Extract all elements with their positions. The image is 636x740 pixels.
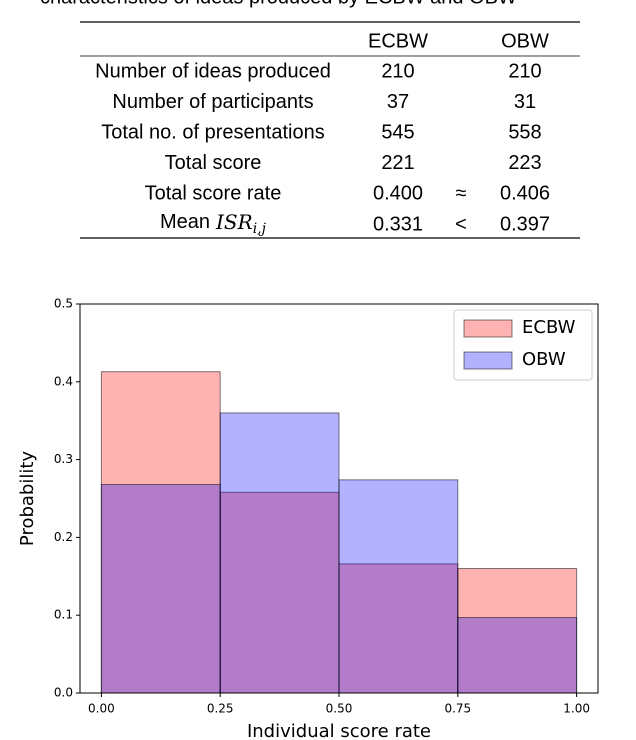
cell: 37 — [387, 91, 409, 113]
cell: 221 — [381, 152, 414, 174]
bar — [457, 568, 578, 694]
row-label: Total score — [165, 152, 262, 174]
cell: 0.400 — [373, 183, 423, 205]
row-label: Number of participants — [112, 91, 313, 113]
column-header: OBW — [501, 30, 549, 52]
cell: 210 — [508, 60, 541, 82]
relation: ≈ — [456, 183, 467, 205]
x-tick-label: 1.00 — [563, 702, 590, 716]
bar — [100, 483, 221, 694]
y-tick-label: 0.0 — [54, 686, 73, 700]
x-tick-label: 0.75 — [444, 702, 471, 716]
row-label: Total no. of presentations — [101, 121, 324, 143]
x-axis-label: Individual score rate — [247, 721, 431, 740]
relation: < — [455, 213, 467, 235]
y-tick-label: 0.3 — [54, 452, 73, 466]
cell: 558 — [508, 121, 541, 143]
cell: 31 — [514, 91, 536, 113]
row-label-text: Mean — [160, 211, 210, 233]
legend-swatch — [463, 351, 513, 370]
cell: 223 — [508, 152, 541, 174]
legend-label: OBW — [522, 349, 566, 370]
cell: 0.406 — [500, 183, 550, 205]
bar — [338, 479, 459, 694]
cell: 0.397 — [500, 213, 550, 235]
column-header: ECBW — [368, 30, 428, 52]
legend-swatch — [463, 319, 513, 338]
caption: characteristics of ideas produced by ECB… — [40, 0, 517, 8]
row-label-symbol: ISR — [215, 210, 253, 234]
bar — [219, 491, 340, 694]
row-label-subscript: i,j — [253, 221, 267, 237]
row-label: Number of ideas produced — [95, 60, 331, 82]
row-label: Total score rate — [145, 183, 282, 205]
legend-box — [453, 309, 593, 381]
x-tick-label: 0.00 — [88, 702, 115, 716]
bar — [219, 412, 340, 694]
y-tick-label: 0.4 — [54, 374, 73, 388]
bar — [457, 617, 578, 694]
cell: 0.331 — [373, 213, 423, 235]
y-tick-label: 0.5 — [54, 297, 73, 311]
y-tick-label: 0.1 — [54, 608, 73, 622]
bar — [338, 563, 459, 694]
row-label: Mean ISRi,j — [160, 210, 267, 238]
y-axis-label: Probability — [17, 451, 38, 546]
y-tick-label: 0.2 — [54, 530, 73, 544]
legend-label: ECBW — [522, 317, 576, 338]
x-tick-label: 0.25 — [207, 702, 234, 716]
bar — [100, 371, 221, 694]
x-tick-label: 0.50 — [326, 702, 353, 716]
cell: 545 — [381, 121, 414, 143]
cell: 210 — [381, 60, 414, 82]
